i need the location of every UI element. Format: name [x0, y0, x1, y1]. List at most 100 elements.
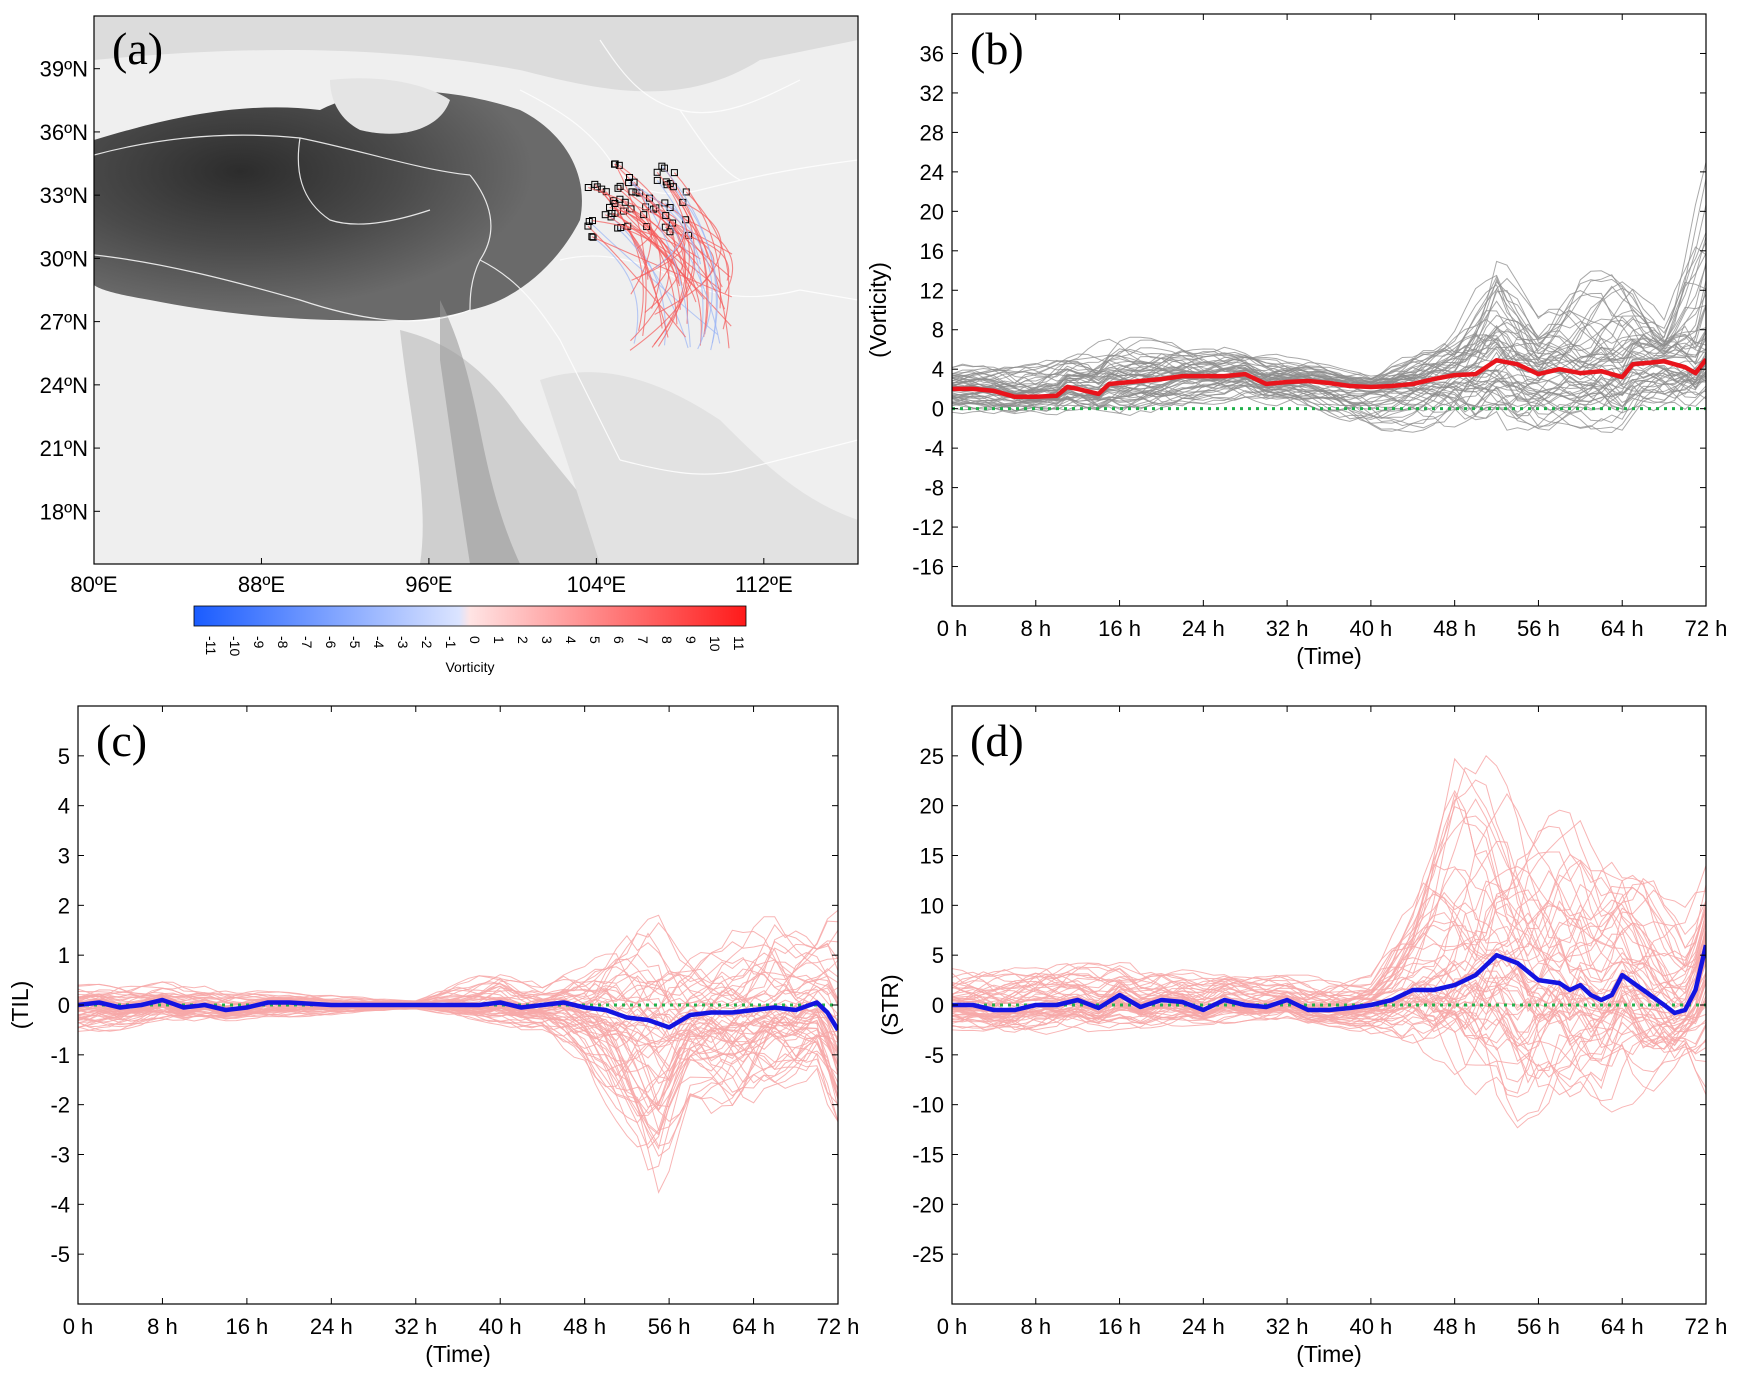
x-tick-label: 8 h	[1020, 1314, 1051, 1339]
colorbar-tick-label: -11	[203, 636, 219, 655]
y-tick-label: 2	[58, 893, 70, 918]
y-tick-label: 20	[920, 794, 944, 819]
trajectory-start-marker	[628, 188, 636, 196]
y-tick-label: 4	[932, 357, 944, 382]
y-tick-label: 0	[932, 397, 944, 422]
panel-label: (d)	[970, 715, 1024, 766]
ensemble-lines	[78, 909, 838, 1194]
x-tick-label: 8 h	[1020, 616, 1051, 641]
colorbar-tick-label: 6	[611, 636, 627, 644]
y-tick-label: 24	[920, 160, 944, 185]
panel-d-str-chart: 25 20 15 10 5 0 -5 -10 -15 -20 -25 0 h 8 h 16 h 24 h 32…	[877, 705, 1727, 1367]
ensemble-line	[952, 162, 1706, 392]
ensemble-line	[952, 757, 1706, 1007]
trajectory-line	[651, 215, 687, 348]
x-tick-label: 64 h	[1601, 1314, 1644, 1339]
y-tick-label: -5	[50, 1242, 70, 1267]
trajectory-start-marker	[653, 168, 661, 176]
x-axis-label: (Time)	[1296, 1341, 1362, 1367]
ensemble-line	[952, 368, 1706, 413]
mean-line	[952, 357, 1706, 400]
lat-tick-label: 36ºN	[40, 120, 88, 145]
y-tick-label: 3	[58, 844, 70, 869]
panel-b-vorticity-chart: 36 32 28 24 20 16 12 8 4 0 -4 -8 -12 -16 0 h 8 h 16 h 24 …	[865, 13, 1727, 669]
lon-tick-label: 96ºE	[405, 572, 452, 597]
ensemble-line	[952, 367, 1706, 434]
vorticity-colorbar: -11 -10 -9 -8 -7 -6 -5 -4 -3 -2 -1 0 1 2 3 4 5 6 7 8 9 10 11 V…	[193, 605, 747, 675]
trajectory-start-marker	[661, 199, 669, 207]
trajectory-start-marker	[662, 211, 670, 219]
trajectory-line	[617, 227, 689, 349]
trajectory-line	[656, 171, 690, 347]
colorbar-tick-label: 10	[707, 636, 723, 652]
trajectory-start-marker	[658, 162, 666, 170]
trajectory-start-marker	[626, 173, 634, 181]
ensemble-line	[952, 793, 1706, 1007]
trajectory-line	[617, 187, 662, 309]
y-tick-label: 16	[920, 239, 944, 264]
plot-area	[78, 909, 838, 1194]
trajectory-line	[627, 225, 697, 303]
colorbar-tick-label: -10	[227, 636, 243, 656]
y-tick-label: 10	[920, 893, 944, 918]
y-axis-label: (STR)	[877, 974, 903, 1035]
y-tick-label: 36	[920, 41, 944, 66]
colorbar-tick-label: -5	[347, 636, 363, 649]
ensemble-line	[952, 986, 1706, 1096]
vorticity-trajectories	[584, 160, 734, 351]
ensemble-line	[78, 951, 838, 1012]
y-tick-label: -4	[50, 1192, 70, 1217]
ensemble-line	[952, 955, 1706, 1060]
ensemble-line	[952, 895, 1706, 1006]
y-tick-label: -5	[924, 1043, 944, 1068]
trajectory-line	[682, 201, 722, 288]
panel-c-til-chart: 5 4 3 2 1 0 -1 -2 -3 -4 -5 0 h 8 h 16 h 24 h 32 h 40 h 48…	[7, 705, 860, 1367]
colorbar-tick-label: -4	[371, 636, 387, 649]
x-tick-label: 32 h	[394, 1314, 437, 1339]
trajectory-line	[673, 172, 722, 309]
trajectory-line	[592, 236, 639, 344]
panel-label: (b)	[970, 23, 1024, 74]
trajectory-start-marker	[669, 183, 677, 191]
colorbar-tick-label: -1	[443, 636, 459, 649]
ensemble-line	[952, 366, 1706, 411]
x-tick-label: 16 h	[1098, 1314, 1141, 1339]
ensemble-line	[952, 989, 1706, 1122]
x-tick-label: 8 h	[147, 1314, 178, 1339]
colorbar-tick-label: -6	[323, 636, 339, 649]
trajectory-start-marker	[608, 209, 616, 217]
panel-a-label: (a)	[112, 23, 163, 74]
ensemble-line	[78, 959, 838, 1008]
ensemble-line	[952, 851, 1706, 1005]
colorbar-tick-label: 7	[635, 636, 651, 644]
colorbar-tick-label: 2	[515, 636, 531, 644]
x-tick-label: 48 h	[563, 1314, 606, 1339]
ensemble-line	[952, 806, 1706, 1008]
colorbar-tick-label: 11	[731, 636, 747, 651]
lon-tick-label: 104ºE	[567, 572, 626, 597]
y-tick-label: -3	[50, 1143, 70, 1168]
trajectory-start-marker	[593, 183, 601, 191]
trajectory-start-marker	[621, 198, 629, 206]
colorbar-tick-label: 5	[587, 636, 603, 644]
lat-tick-label: 30ºN	[40, 246, 88, 271]
lat-tick-label: 33ºN	[40, 183, 88, 208]
trajectory-start-marker	[611, 199, 619, 207]
y-tick-label: 0	[932, 993, 944, 1018]
mean-line	[952, 944, 1706, 1016]
trajectory-start-marker	[666, 228, 674, 236]
trajectory-start-marker	[588, 217, 596, 225]
trajectory-start-marker	[589, 233, 597, 241]
x-tick-label: 40 h	[1349, 616, 1392, 641]
trajectory-line	[628, 182, 702, 265]
y-tick-label: -20	[912, 1192, 944, 1217]
trajectory-start-marker	[614, 184, 622, 192]
ensemble-line	[78, 1003, 838, 1171]
trajectory-start-marker	[670, 169, 678, 177]
map-boundaries	[94, 39, 858, 475]
x-tick-label: 72 h	[817, 1314, 860, 1339]
x-tick-label: 56 h	[648, 1314, 691, 1339]
y-tick-label: 25	[920, 744, 944, 769]
colorbar-tick-label: -2	[419, 636, 435, 649]
ensemble-line	[952, 978, 1706, 1047]
